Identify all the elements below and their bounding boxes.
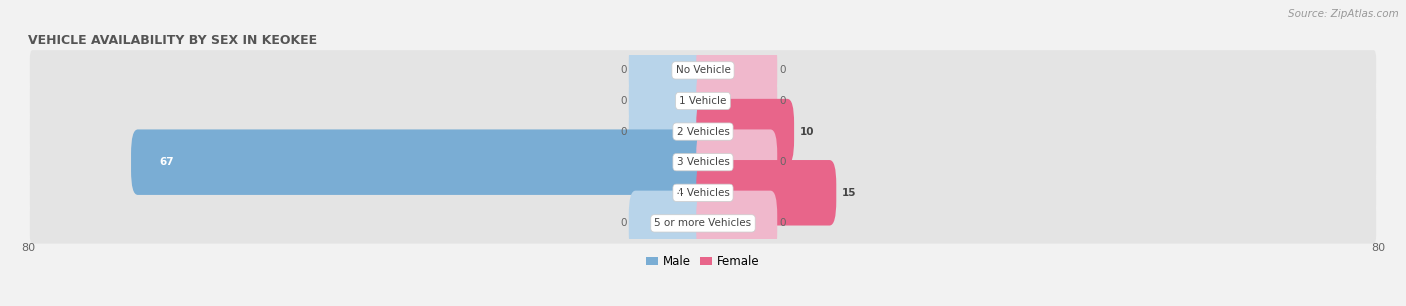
Text: 0: 0 [779,157,786,167]
Text: 1 Vehicle: 1 Vehicle [679,96,727,106]
Text: 0: 0 [620,218,627,228]
FancyBboxPatch shape [696,160,837,226]
Text: 5 or more Vehicles: 5 or more Vehicles [654,218,752,228]
Text: 0: 0 [620,96,627,106]
FancyBboxPatch shape [645,160,710,226]
FancyBboxPatch shape [30,173,1376,213]
FancyBboxPatch shape [131,129,710,195]
FancyBboxPatch shape [696,99,794,164]
Text: VEHICLE AVAILABILITY BY SEX IN KEOKEE: VEHICLE AVAILABILITY BY SEX IN KEOKEE [28,35,318,47]
Text: 0: 0 [779,96,786,106]
FancyBboxPatch shape [30,203,1376,244]
Text: No Vehicle: No Vehicle [675,65,731,75]
FancyBboxPatch shape [696,129,778,195]
Text: 0: 0 [620,127,627,136]
FancyBboxPatch shape [30,142,1376,182]
FancyBboxPatch shape [696,38,778,103]
Text: 4 Vehicles: 4 Vehicles [676,188,730,198]
Text: 15: 15 [842,188,856,198]
FancyBboxPatch shape [696,68,778,134]
Text: 0: 0 [620,65,627,75]
Text: 0: 0 [779,218,786,228]
FancyBboxPatch shape [628,68,710,134]
Text: 10: 10 [800,127,814,136]
Text: 3 Vehicles: 3 Vehicles [676,157,730,167]
Text: 67: 67 [159,157,173,167]
FancyBboxPatch shape [30,81,1376,121]
FancyBboxPatch shape [628,99,710,164]
Text: Source: ZipAtlas.com: Source: ZipAtlas.com [1288,9,1399,19]
FancyBboxPatch shape [628,38,710,103]
Text: 6: 6 [673,188,681,198]
Legend: Male, Female: Male, Female [641,251,765,273]
FancyBboxPatch shape [30,50,1376,91]
FancyBboxPatch shape [696,191,778,256]
Text: 0: 0 [779,65,786,75]
FancyBboxPatch shape [628,191,710,256]
FancyBboxPatch shape [30,111,1376,152]
Text: 2 Vehicles: 2 Vehicles [676,127,730,136]
